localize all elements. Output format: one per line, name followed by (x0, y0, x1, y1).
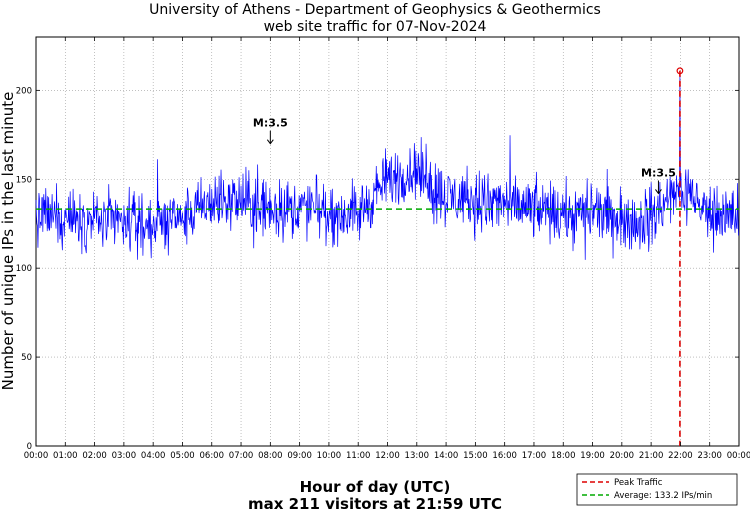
x-tick-label: 20:00 (610, 451, 635, 461)
annotation-label: M:3.5 (253, 117, 288, 130)
x-tick-label: 00:00 (24, 451, 49, 461)
x-tick-label: 00:00 (727, 451, 750, 461)
annotations: M:3.5 M:3.5 (253, 117, 676, 195)
max-visitors-label: max 211 visitors at 21:59 UTC (248, 495, 502, 511)
x-tick-label: 21:00 (639, 451, 664, 461)
x-tick-label: 09:00 (287, 451, 312, 461)
legend-peak-label: Peak Traffic (614, 478, 663, 488)
x-axis-label: Hour of day (UTC) (300, 478, 451, 496)
x-tick-label: 13:00 (405, 451, 430, 461)
x-tick-label: 06:00 (200, 451, 225, 461)
x-tick-label: 16:00 (492, 451, 517, 461)
annotation-arrow-head (655, 189, 662, 195)
y-tick-label: 200 (16, 86, 32, 96)
x-tick-label: 07:00 (229, 451, 254, 461)
x-tick-label: 22:00 (668, 451, 693, 461)
annotation-label: M:3.5 (641, 166, 676, 179)
x-tick-label: 15:00 (463, 451, 488, 461)
y-tick-label: 100 (16, 264, 32, 274)
legend-average-label: Average: 133.2 IPs/min (614, 491, 712, 501)
axis-ticks: 00:00 01:00 02:00 03:00 04:00 05:00 06:00 07:00… (16, 37, 750, 461)
y-axis-label: Number of unique IPs in the last minute (0, 92, 17, 391)
grid (36, 37, 739, 446)
x-tick-label: 04:00 (141, 451, 166, 461)
x-tick-label: 12:00 (375, 451, 400, 461)
traffic-series-line (35, 70, 739, 260)
y-tick-label: 150 (16, 175, 32, 185)
x-tick-label: 10:00 (317, 451, 342, 461)
x-tick-label: 17:00 (522, 451, 547, 461)
x-tick-label: 05:00 (170, 451, 195, 461)
annotation-arrow-head (266, 139, 274, 145)
x-tick-label: 08:00 (258, 451, 283, 461)
x-tick-label: 02:00 (82, 451, 107, 461)
chart-title: University of Athens - Department of Geo… (149, 2, 601, 18)
peak-marker (676, 67, 684, 75)
y-tick-label: 50 (21, 353, 32, 363)
x-tick-label: 11:00 (346, 451, 371, 461)
x-tick-label: 01:00 (53, 451, 78, 461)
legend: Peak Traffic Average: 133.2 IPs/min (576, 473, 738, 506)
x-tick-label: 03:00 (112, 451, 137, 461)
x-tick-label: 19:00 (580, 451, 605, 461)
x-tick-label: 23:00 (697, 451, 722, 461)
chart-subtitle: web site traffic for 07-Nov-2024 (264, 19, 487, 35)
y-tick-label: 0 (27, 442, 32, 452)
x-tick-label: 18:00 (551, 451, 576, 461)
legend-box (576, 473, 738, 506)
x-tick-label: 14:00 (434, 451, 459, 461)
